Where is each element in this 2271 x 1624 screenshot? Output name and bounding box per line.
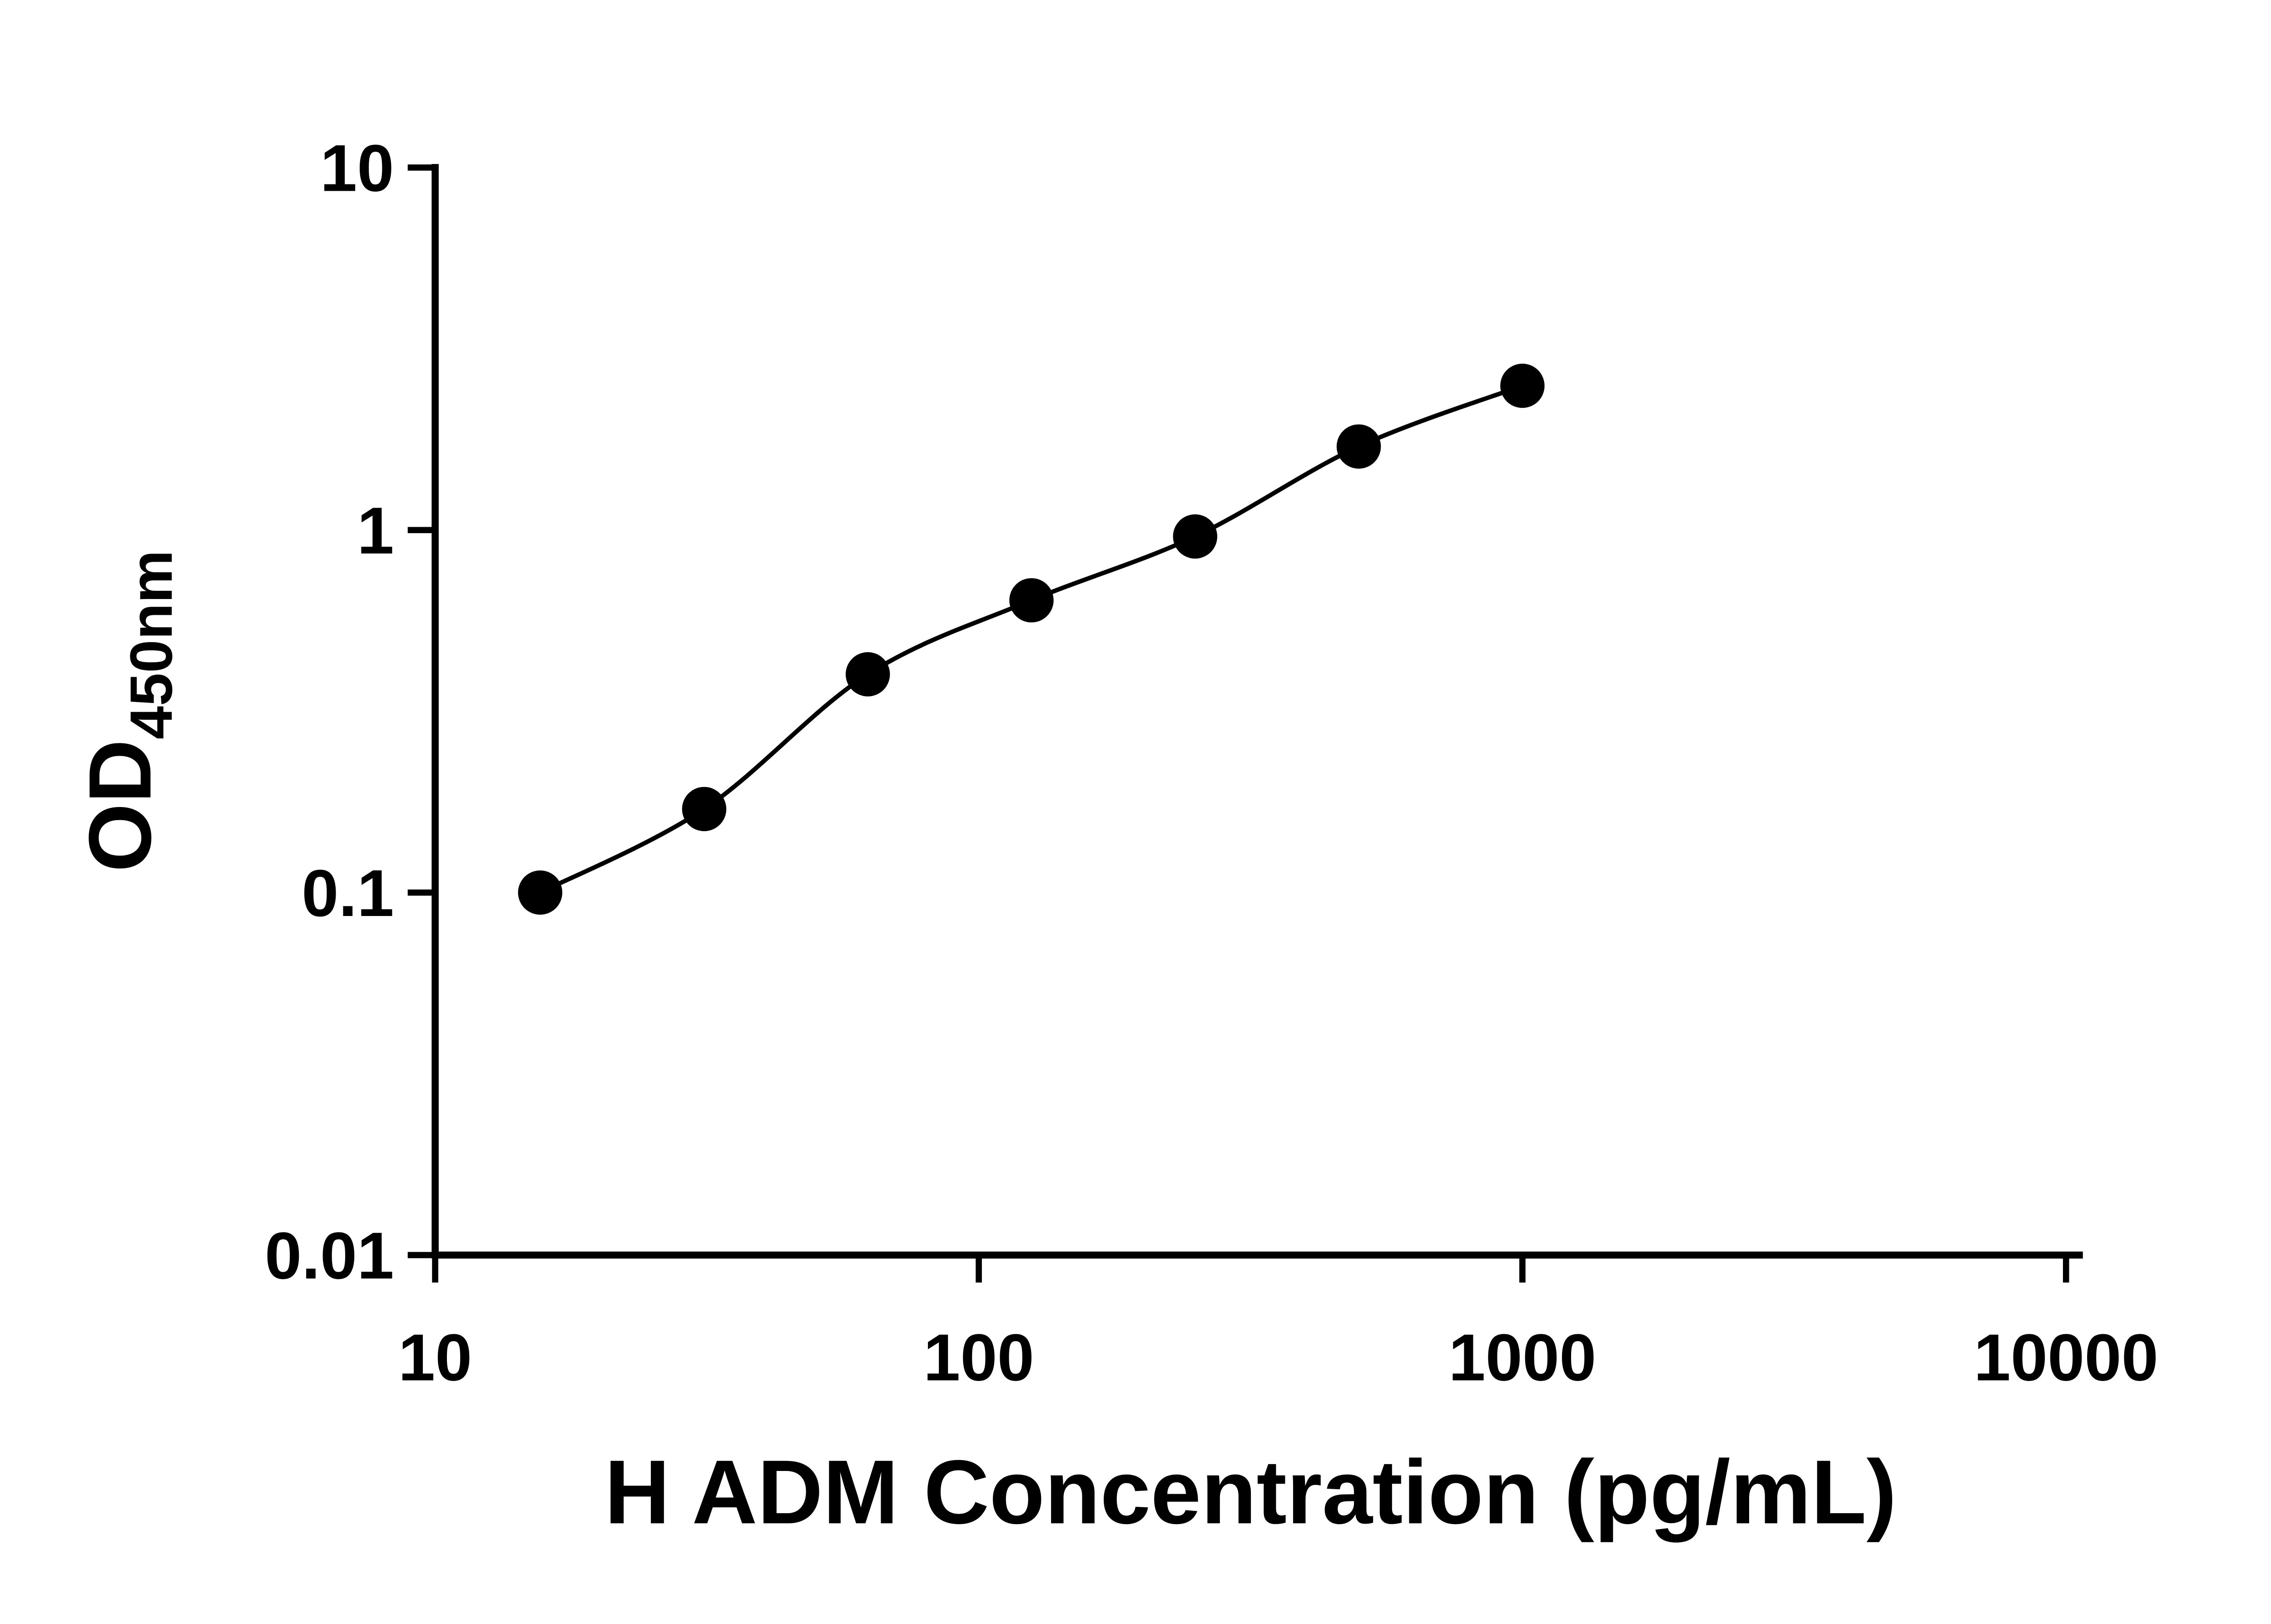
y-tick-label: 0.1	[302, 856, 394, 930]
x-tick-label: 10	[398, 1320, 472, 1394]
y-axis-title-main: OD	[71, 739, 169, 872]
data-point-marker	[518, 870, 563, 915]
data-point-marker	[682, 787, 727, 832]
y-axis-title: OD450nm	[71, 550, 184, 872]
axes-frame	[431, 164, 2083, 1259]
data-point-marker	[1500, 363, 1545, 408]
y-axis-title-subscript: 450nm	[118, 550, 184, 739]
x-axis-title: H ADM Concentration (pg/mL)	[605, 1441, 1897, 1543]
y-tick-label: 1	[357, 494, 394, 568]
data-point-marker	[1009, 578, 1054, 623]
y-tick-label: 0.01	[265, 1218, 394, 1292]
data-point-marker	[1336, 424, 1381, 469]
x-tick-label: 10000	[1973, 1320, 2158, 1394]
data-point-marker	[845, 652, 890, 697]
data-point-marker	[1173, 514, 1218, 559]
y-tick-label: 10	[320, 131, 394, 205]
x-tick-label: 1000	[1448, 1320, 1596, 1394]
x-tick-label: 100	[923, 1320, 1034, 1394]
